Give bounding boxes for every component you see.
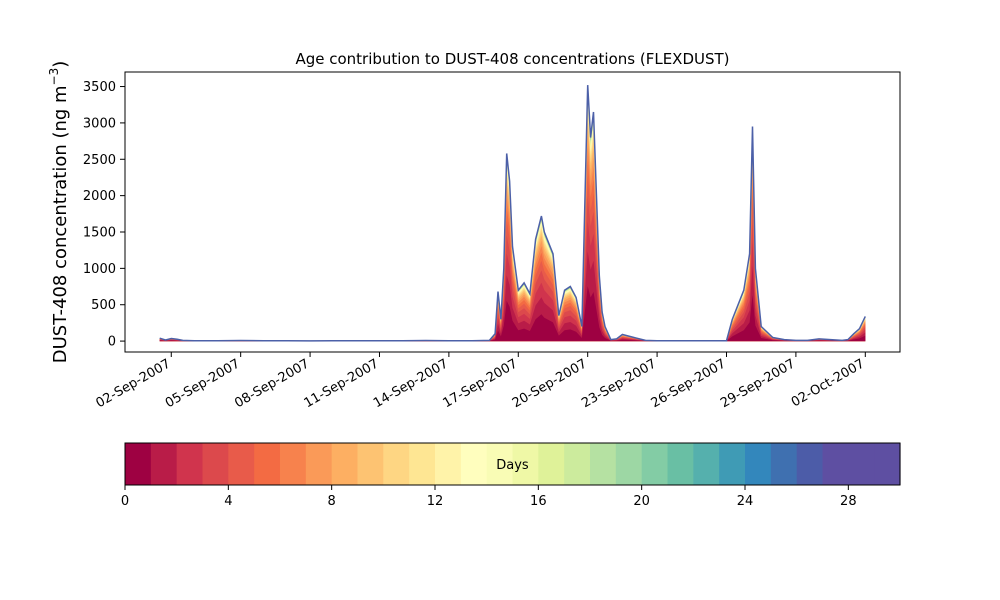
- colorbar: Days 0 4 8 12 16 20 24 28: [121, 442, 901, 509]
- y-tick-label: 3500: [83, 80, 116, 95]
- x-tick-label: 02-Sep-2007: [93, 356, 173, 411]
- plot-frame: [124, 71, 901, 353]
- colorbar-cell: [615, 443, 643, 485]
- colorbar-tick-label: 4: [224, 494, 232, 509]
- colorbar-label: Days: [496, 458, 529, 473]
- colorbar-ticks: 0 4 8 12 16 20 24 28: [121, 485, 857, 509]
- y-axis-ticks: 0 500 1000 1500 2000 2500 3000 3500: [83, 80, 125, 350]
- y-axis-label-unit: −3: [47, 68, 61, 86]
- colorbar-cell: [874, 443, 901, 485]
- colorbar-cell: [486, 443, 514, 485]
- y-tick-label: 3000: [83, 116, 116, 131]
- colorbar-cells: [125, 443, 901, 485]
- colorbar-cell: [512, 443, 539, 485]
- y-axis-label-main: DUST-408 concentration (ng m: [50, 85, 71, 363]
- chart-title: Age contribution to DUST-408 concentrati…: [295, 50, 729, 68]
- colorbar-cell: [409, 443, 436, 485]
- colorbar-cell: [538, 443, 565, 485]
- colorbar-cell: [435, 443, 462, 485]
- colorbar-cell: [383, 443, 410, 485]
- x-tick-label: 20-Sep-2007: [510, 356, 590, 411]
- age-area-day-0: [159, 286, 866, 342]
- colorbar-tick-label: 20: [633, 494, 650, 509]
- x-tick-label: 23-Sep-2007: [579, 356, 659, 411]
- y-axis-label: DUST-408 concentration (ng m−3): [47, 61, 71, 364]
- colorbar-cell: [848, 443, 875, 485]
- colorbar-cell: [719, 443, 746, 485]
- x-tick-label: 11-Sep-2007: [302, 356, 382, 411]
- colorbar-cell: [745, 443, 772, 485]
- y-axis-label-close: ): [50, 61, 71, 68]
- y-tick-label: 500: [91, 298, 116, 313]
- colorbar-cell: [254, 443, 281, 485]
- colorbar-cell: [228, 443, 255, 485]
- colorbar-cell: [796, 443, 824, 485]
- colorbar-cell: [590, 443, 617, 485]
- colorbar-cell: [331, 443, 359, 485]
- colorbar-tick-label: 12: [427, 494, 444, 509]
- colorbar-cell: [176, 443, 204, 485]
- colorbar-tick-label: 28: [840, 494, 857, 509]
- colorbar-cell: [305, 443, 333, 485]
- x-tick-label: 14-Sep-2007: [371, 356, 451, 411]
- colorbar-cell: [564, 443, 591, 485]
- x-tick-label: 26-Sep-2007: [649, 356, 729, 411]
- x-tick-label: 05-Sep-2007: [163, 356, 243, 411]
- x-tick-label: 17-Sep-2007: [440, 356, 520, 411]
- colorbar-cell: [667, 443, 694, 485]
- y-tick-label: 0: [108, 335, 116, 350]
- x-tick-label: 29-Sep-2007: [718, 356, 798, 411]
- colorbar-cell: [770, 443, 798, 485]
- colorbar-cell: [641, 443, 669, 485]
- colorbar-cell: [357, 443, 384, 485]
- colorbar-tick-label: 0: [121, 494, 129, 509]
- colorbar-frame: [124, 442, 901, 486]
- colorbar-tick-label: 8: [328, 494, 336, 509]
- y-tick-label: 1000: [83, 262, 116, 277]
- y-tick-label: 1500: [83, 226, 116, 241]
- x-tick-label: 08-Sep-2007: [232, 356, 312, 411]
- colorbar-cell: [125, 443, 152, 485]
- colorbar-cell: [280, 443, 307, 485]
- x-axis-ticks: 02-Sep-200705-Sep-200708-Sep-200711-Sep-…: [93, 352, 867, 411]
- colorbar-cell: [460, 443, 488, 485]
- colorbar-cell: [693, 443, 720, 485]
- y-tick-label: 2500: [83, 153, 116, 168]
- plot-area: 0 500 1000 1500 2000 2500 3000 3500 02-Sep-2007…: [83, 71, 901, 411]
- colorbar-tick-label: 16: [530, 494, 547, 509]
- age-area-layers: [159, 85, 866, 342]
- y-tick-label: 2000: [83, 189, 116, 204]
- colorbar-cell: [822, 443, 849, 485]
- x-tick-label: 02-Oct-2007: [789, 356, 867, 410]
- colorbar-cell: [150, 443, 178, 485]
- colorbar-tick-label: 24: [737, 494, 754, 509]
- colorbar-cell: [202, 443, 229, 485]
- total-concentration-line: [159, 85, 866, 342]
